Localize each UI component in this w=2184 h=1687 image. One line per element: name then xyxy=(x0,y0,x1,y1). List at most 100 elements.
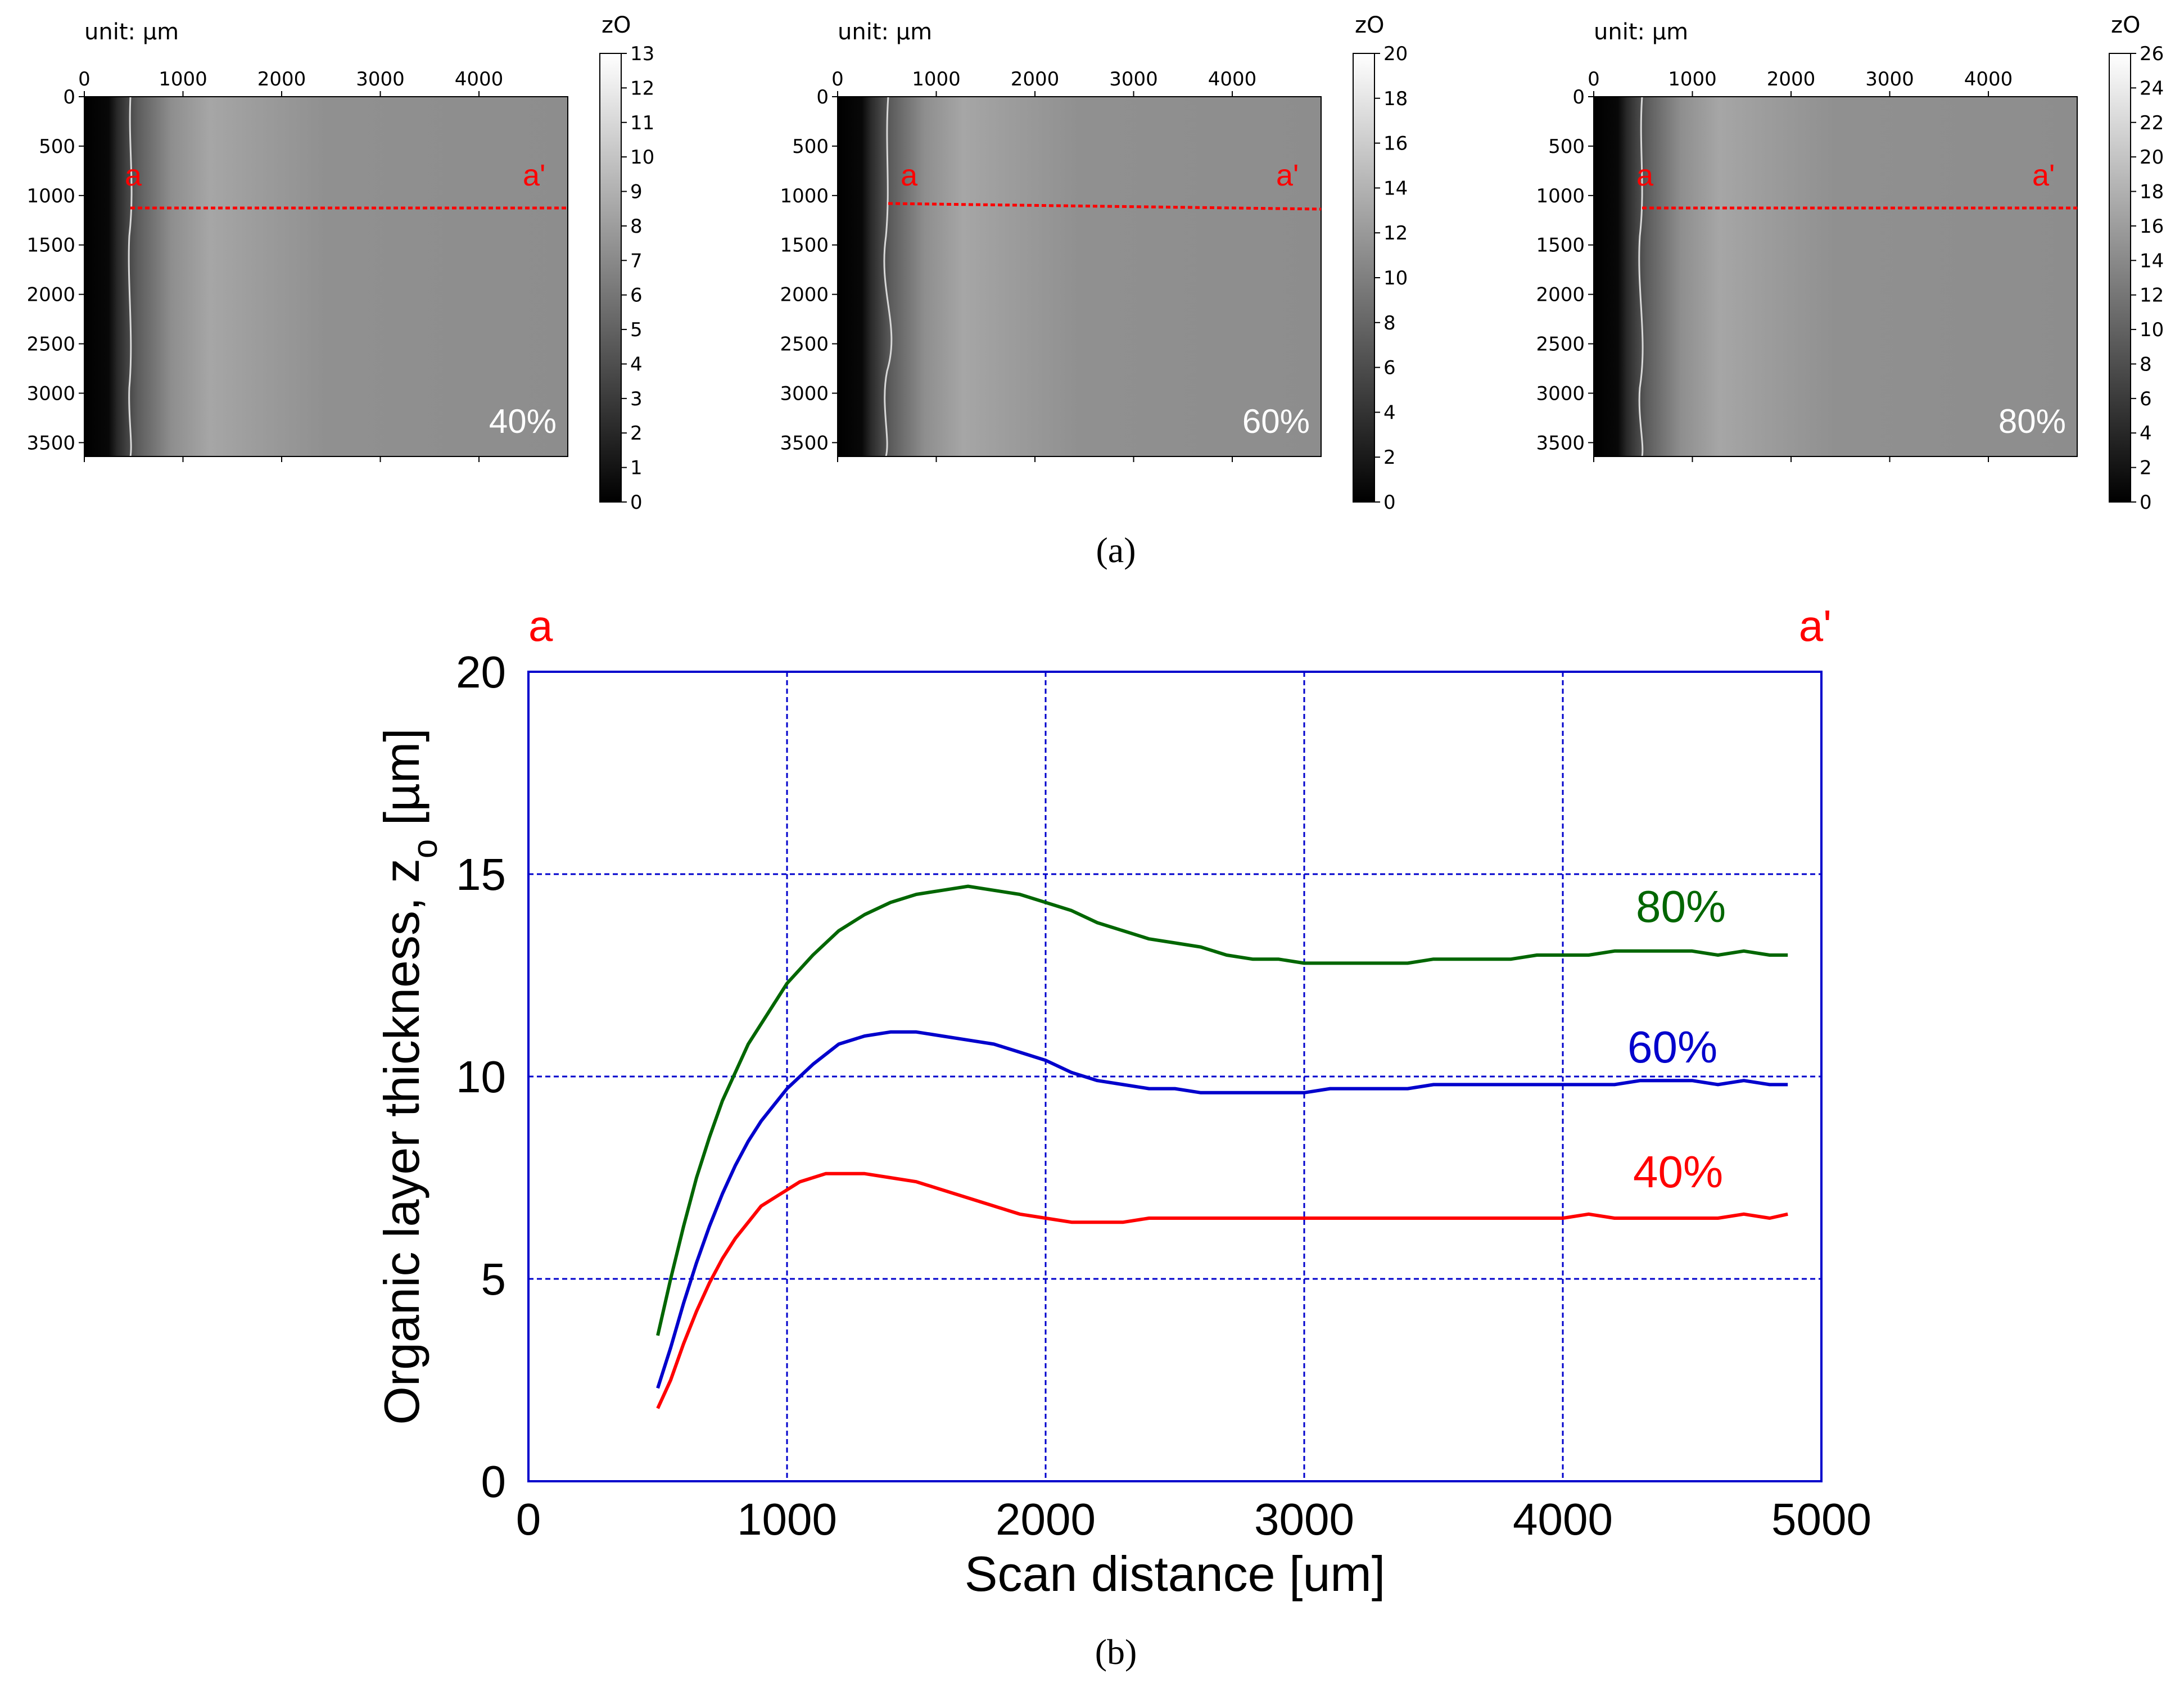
colorbar-tick-label: 12 xyxy=(2140,284,2164,307)
heatmap-y-tick-label: 1000 xyxy=(780,185,829,207)
colorbar-tick-label: 12 xyxy=(630,77,654,99)
x-tick-label: 3000 xyxy=(1254,1494,1354,1544)
series-label-60: 60% xyxy=(1627,1022,1717,1072)
colorbar xyxy=(1353,53,1375,503)
heatmap-panel-40: unit: µm a a' 40% 0 1000 2000 3000 4000 0 500… xyxy=(26,12,654,514)
y-axis-title-unit: [µm] xyxy=(374,728,429,839)
heatmap-y-tick-label: 3000 xyxy=(26,382,75,405)
series-line-40 xyxy=(656,1172,1788,1409)
chart-end-label: a' xyxy=(1799,601,1832,650)
heatmap-x-tick-label: 4000 xyxy=(1208,68,1257,91)
heatmap-y-tick-label: 0 xyxy=(1572,86,1585,108)
series-lines xyxy=(656,884,1788,1409)
y-tick-label: 10 xyxy=(456,1052,506,1102)
heatmap-y-tick-label: 2500 xyxy=(1536,333,1585,356)
colorbar-tick-label: 0 xyxy=(630,491,643,514)
heatmap-panel-80: unit: µm a a' 80% 0 1000 2000 3000 4000 0 500… xyxy=(1536,12,2164,514)
heatmap-y-tick-label: 2500 xyxy=(780,333,829,356)
series-line-60 xyxy=(656,1030,1788,1389)
heatmap-x-tick-label: 0 xyxy=(831,68,844,91)
plot-frame xyxy=(527,671,1823,1482)
heatmap-x-tick-label: 3000 xyxy=(1109,68,1158,91)
scan-start-label: a xyxy=(1636,159,1654,192)
heatmap-y-tick-label: 2000 xyxy=(1536,284,1585,306)
colorbar-tick-label: 8 xyxy=(1383,312,1396,334)
colorbar-tick-label: 0 xyxy=(2140,491,2152,514)
colorbar-tick-label: 11 xyxy=(630,112,654,134)
scan-start-label: a xyxy=(901,159,918,192)
edge-contour xyxy=(1638,96,1644,457)
colorbar-tick-label: 1 xyxy=(630,457,643,480)
colorbar-tick-label: 8 xyxy=(630,215,643,238)
colorbar-tick-label: 24 xyxy=(2140,77,2164,99)
heatmap-x-tick-label: 1000 xyxy=(159,68,207,91)
colorbar-tick-label: 2 xyxy=(630,422,643,445)
scan-end-label: a' xyxy=(523,159,545,192)
colorbar-tick-label: 10 xyxy=(630,146,654,169)
colorbar-tick-label: 3 xyxy=(630,388,643,410)
x-tick-label: 0 xyxy=(516,1494,541,1544)
heatmap-x-tick-label: 0 xyxy=(78,68,91,91)
colorbar-tick-label: 0 xyxy=(1383,491,1396,514)
heatmap-image xyxy=(1594,97,2077,456)
heatmap-x-tick-label: 3000 xyxy=(1865,68,1914,91)
heatmap-panel-60: unit: µm a a' 60% 0 1000 2000 3000 4000 0 500… xyxy=(780,12,1408,514)
colorbar-tick-label: 6 xyxy=(630,284,643,307)
heatmap-y-tick-label: 3500 xyxy=(780,432,829,454)
colorbar-tick-label: 14 xyxy=(2140,250,2164,272)
heatmap-y-tick-label: 0 xyxy=(63,86,75,108)
x-axis-title: Scan distance [um] xyxy=(965,1546,1385,1602)
x-tick-label: 1000 xyxy=(737,1494,837,1544)
y-tick-label: 5 xyxy=(481,1254,507,1304)
heatmap-y-tick-label: 2000 xyxy=(780,284,829,306)
colorbar-tick-label: 13 xyxy=(630,43,654,65)
colorbar-tick-label: 14 xyxy=(1383,177,1408,200)
unit-label: unit: µm xyxy=(1594,19,1688,45)
heatmap-image xyxy=(838,97,1321,456)
heatmap-y-tick-label: 1500 xyxy=(26,234,75,257)
y-axis-ticks: 0 5 10 15 20 xyxy=(456,647,506,1507)
concentration-label: 40% xyxy=(489,402,557,440)
heatmap-frame xyxy=(837,96,1322,457)
heatmap-y-tick-label: 1000 xyxy=(1536,185,1585,207)
heatmap-y-tick-label: 2500 xyxy=(26,333,75,356)
heatmap-y-tick-label: 1000 xyxy=(26,185,75,207)
edge-contour xyxy=(883,96,893,457)
colorbar-tick-label: 18 xyxy=(2140,181,2164,203)
x-tick-label: 4000 xyxy=(1513,1494,1613,1544)
colorbar-tick-label: 22 xyxy=(2140,112,2164,134)
line-chart: 0 1000 2000 3000 4000 5000 0 5 10 15 20 Scan dist… xyxy=(374,601,1871,1602)
colorbar-tick-label: 16 xyxy=(2140,215,2164,238)
colorbar-label: zO xyxy=(602,12,631,38)
colorbar-tick-label: 4 xyxy=(630,353,643,376)
colorbar-tick-label: 16 xyxy=(1383,133,1408,155)
series-label-80: 80% xyxy=(1636,881,1726,931)
heatmap-y-tick-label: 500 xyxy=(792,135,829,158)
heatmap-y-tick-label: 3000 xyxy=(1536,382,1585,405)
heatmap-y-tick-label: 0 xyxy=(816,86,829,108)
heatmap-x-tick-label: 4000 xyxy=(455,68,504,91)
colorbar-tick-label: 7 xyxy=(630,250,643,272)
colorbar-tick-label: 9 xyxy=(630,181,643,203)
heatmap-y-tick-label: 2000 xyxy=(26,284,75,306)
colorbar-label: zO xyxy=(2111,12,2140,38)
colorbar-tick-label: 18 xyxy=(1383,88,1408,110)
scan-end-label: a' xyxy=(1276,159,1299,192)
heatmap-y-tick-label: 3500 xyxy=(26,432,75,454)
concentration-label: 80% xyxy=(1998,402,2066,440)
colorbar-tick-label: 20 xyxy=(2140,146,2164,169)
heatmap-y-tick-label: 3500 xyxy=(1536,432,1585,454)
heatmap-x-tick-label: 3000 xyxy=(356,68,405,91)
y-tick-label: 20 xyxy=(456,647,506,697)
heatmap-x-tick-label: 2000 xyxy=(1767,68,1816,91)
heatmap-y-tick-label: 1500 xyxy=(1536,234,1585,257)
y-tick-label: 0 xyxy=(481,1457,507,1507)
colorbar-tick-label: 20 xyxy=(1383,43,1408,65)
heatmap-x-tick-label: 4000 xyxy=(1964,68,2013,91)
series-line-80 xyxy=(656,884,1788,1336)
gridlines xyxy=(528,672,1821,1481)
colorbar-tick-label: 10 xyxy=(1383,267,1408,290)
colorbar xyxy=(2109,53,2131,503)
y-axis-title-subscript: o xyxy=(406,839,445,858)
